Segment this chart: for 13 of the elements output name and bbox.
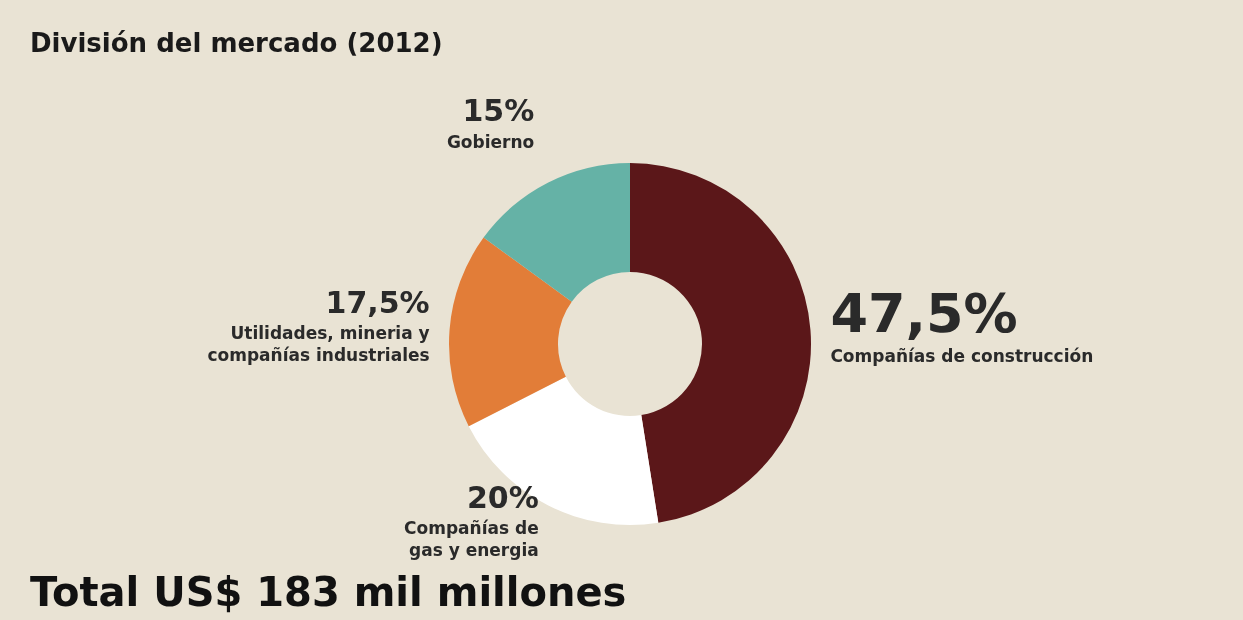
donut-slice: [449, 237, 572, 427]
data-label: 20%: [466, 479, 539, 515]
slice-label: Compañías de gas y energia: [404, 518, 539, 561]
text: Total US$ 183 mil millones: [30, 569, 627, 615]
donut-slice: [483, 163, 630, 302]
slice-label: Utilidades, mineria y compañías industriales: [207, 323, 430, 366]
data-label: 15%: [462, 93, 535, 129]
slice-label: Compañías de construcción: [830, 346, 1094, 367]
chart-title: División del mercado (2012): [30, 28, 443, 58]
donut-slice: [630, 163, 811, 523]
slice-label: Gobierno: [446, 132, 535, 152]
data-label: 47,5%: [830, 282, 1018, 346]
data-label: 17,5%: [325, 284, 430, 320]
